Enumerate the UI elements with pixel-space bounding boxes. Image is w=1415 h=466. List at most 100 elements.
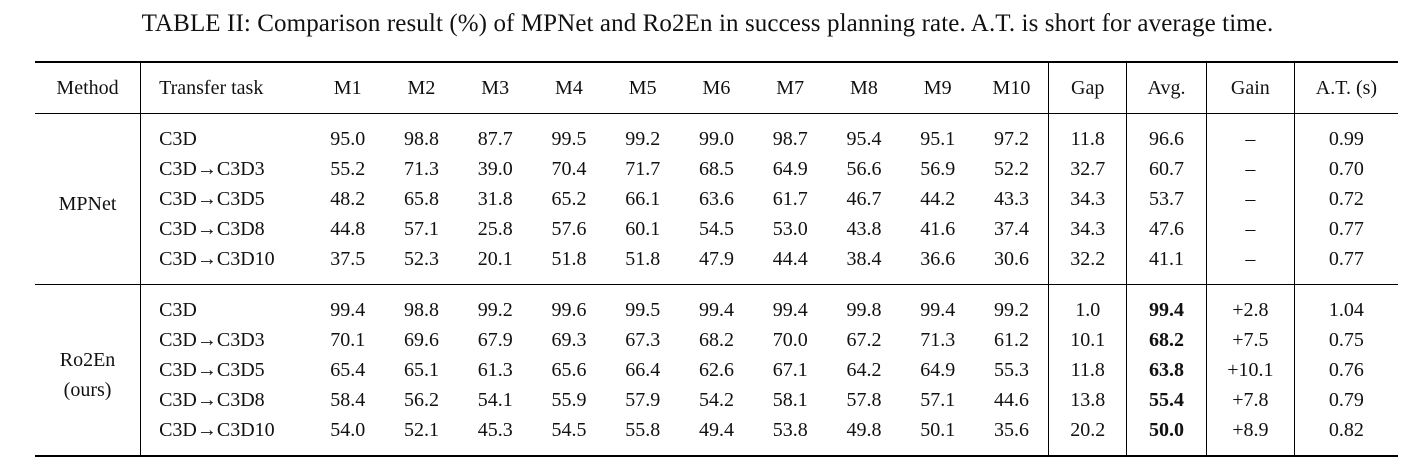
avg-cell: 53.7 [1126, 184, 1207, 214]
m6-cell: 54.5 [698, 217, 734, 240]
m3-cell: 54.1 [477, 388, 513, 411]
m8-cell: 57.8 [846, 388, 882, 411]
m9-cell: 36.6 [920, 247, 956, 270]
header-m10: M10 [992, 76, 1031, 99]
m1-cell: 54.0 [330, 418, 366, 441]
m10-cell: 99.2 [993, 298, 1029, 321]
gain-cell: – [1205, 113, 1295, 154]
avg-cell: 41.1 [1126, 244, 1207, 285]
m6-cell: 54.2 [698, 388, 734, 411]
gap-cell: 34.3 [1048, 214, 1127, 244]
m5-cell: 55.8 [625, 418, 661, 441]
header-m1: M1 [333, 76, 362, 99]
gain-cell: +2.8 [1205, 284, 1295, 325]
m1-cell: 55.2 [330, 157, 366, 180]
m9-cell: 95.1 [920, 127, 956, 150]
average-time-cell: 0.75 [1293, 325, 1398, 355]
table-row: MPNet C3D 95.0 98.8 87.7 99.5 99.2 99.0 98.7 95.4… [35, 113, 1398, 215]
gain-cell: – [1205, 214, 1295, 244]
m4-cell: 69.3 [551, 328, 587, 351]
m7-cell: 67.1 [772, 358, 808, 381]
m8-cell: 38.4 [846, 247, 882, 270]
header-method: Method [56, 76, 119, 99]
header-gap: Gap [1048, 62, 1127, 114]
avg-cell: 55.4 [1126, 385, 1207, 415]
m5-cell: 66.4 [625, 358, 661, 381]
gain-cell: +7.5 [1205, 325, 1295, 355]
m6-cell: 99.0 [698, 127, 734, 150]
transfer-task-cell: C3D→C3D3 [140, 154, 311, 184]
m7-cell: 98.7 [772, 127, 808, 150]
m5-cell: 51.8 [625, 247, 661, 270]
avg-cell: 96.6 [1126, 113, 1207, 154]
m1-cell: 44.8 [330, 217, 366, 240]
m1-cell: 70.1 [330, 328, 366, 351]
m5-cell: 71.7 [625, 157, 661, 180]
method-cell: Ro2En (ours) [35, 285, 141, 457]
m4-cell: 55.9 [551, 388, 587, 411]
m7-cell: 58.1 [772, 388, 808, 411]
header-m7: M7 [776, 76, 805, 99]
m9-cell: 50.1 [920, 418, 956, 441]
m3-cell: 99.2 [477, 298, 513, 321]
header-m5: M5 [628, 76, 657, 99]
m9-cell: 71.3 [920, 328, 956, 351]
m8-cell: 67.2 [846, 328, 882, 351]
avg-cell: 99.4 [1126, 284, 1207, 325]
m1-cell: 58.4 [330, 388, 366, 411]
m2-cell: 71.3 [403, 157, 439, 180]
gap-cell: 20.2 [1048, 415, 1127, 456]
m4-cell: 65.6 [551, 358, 587, 381]
m5-cell: 57.9 [625, 388, 661, 411]
gain-cell: +8.9 [1205, 415, 1295, 456]
m6-cell: 63.6 [698, 187, 734, 210]
comparison-table: Method Transfer task M1 M2 M3 M4 M5 M6 M… [35, 61, 1398, 457]
table-row: C3D→C3D8 44.8 57.1 25.8 57.6 60.1 54.5 53.0 43.8… [35, 214, 1398, 244]
m8-cell: 43.8 [846, 217, 882, 240]
group-ro2en: Ro2En (ours) C3D 99.4 98.8 99.2 99.6 99.5 99.4 99… [35, 284, 1398, 456]
table-row: C3D→C3D10 54.0 52.1 45.3 54.5 55.8 49.4 53.8 49.… [35, 415, 1398, 456]
m1-cell: 37.5 [330, 247, 366, 270]
transfer-task-cell: C3D→C3D3 [140, 325, 311, 355]
m2-cell: 98.8 [403, 127, 439, 150]
m5-cell: 66.1 [625, 187, 661, 210]
average-time-cell: 0.70 [1293, 154, 1398, 184]
method-cell: MPNet [35, 114, 141, 285]
m2-cell: 65.1 [403, 358, 439, 381]
avg-cell: 60.7 [1126, 154, 1207, 184]
header-m2: M2 [407, 76, 436, 99]
m8-cell: 56.6 [846, 157, 882, 180]
average-time-cell: 0.77 [1293, 244, 1398, 285]
gap-cell: 1.0 [1048, 284, 1127, 325]
header-m6: M6 [702, 76, 731, 99]
m7-cell: 53.8 [772, 418, 808, 441]
m6-cell: 68.2 [698, 328, 734, 351]
header-gain: Gain [1205, 62, 1295, 114]
m4-cell: 99.6 [551, 298, 587, 321]
m10-cell: 44.6 [993, 388, 1029, 411]
m4-cell: 54.5 [551, 418, 587, 441]
gain-cell: – [1205, 184, 1295, 214]
m5-cell: 67.3 [625, 328, 661, 351]
gap-cell: 10.1 [1048, 325, 1127, 355]
m5-cell: 99.5 [625, 298, 661, 321]
m9-cell: 99.4 [920, 298, 956, 321]
header-transfer-task: Transfer task [140, 62, 311, 114]
gap-cell: 34.3 [1048, 184, 1127, 214]
m1-cell: 95.0 [330, 127, 366, 150]
m7-cell: 44.4 [772, 247, 808, 270]
m1-cell: 99.4 [330, 298, 366, 321]
m2-cell: 56.2 [403, 388, 439, 411]
table-row: Ro2En (ours) C3D 99.4 98.8 99.2 99.6 99.5 99.4 99… [35, 284, 1398, 401]
m4-cell: 65.2 [551, 187, 587, 210]
gap-cell: 11.8 [1048, 355, 1127, 385]
m10-cell: 52.2 [993, 157, 1029, 180]
table-row: C3D→C3D3 70.1 69.6 67.9 69.3 67.3 68.2 70.0 67.2… [35, 325, 1398, 355]
m3-cell: 25.8 [477, 217, 513, 240]
gap-cell: 11.8 [1048, 113, 1127, 154]
m8-cell: 95.4 [846, 127, 882, 150]
m9-cell: 56.9 [920, 157, 956, 180]
m2-cell: 69.6 [403, 328, 439, 351]
m10-cell: 97.2 [993, 127, 1029, 150]
m4-cell: 51.8 [551, 247, 587, 270]
